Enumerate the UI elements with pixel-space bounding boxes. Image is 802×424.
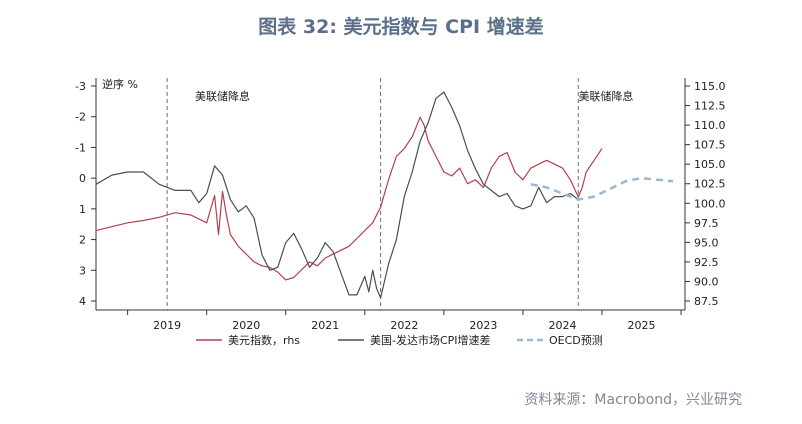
chart-title: 图表 32: 美元指数与 CPI 增速差 (258, 16, 544, 38)
annotation: 美联储降息 (195, 89, 250, 103)
series-line-1 (95, 91, 579, 299)
left-tick-label: 3 (79, 264, 86, 277)
right-tick-label: 110.0 (694, 119, 726, 132)
right-tick-label: 107.5 (694, 139, 726, 152)
x-tick-label: 2021 (311, 319, 339, 332)
series-line-0 (95, 116, 603, 281)
x-tick-label: 2022 (390, 319, 418, 332)
left-tick-label: -2 (75, 111, 86, 124)
right-tick-label: 102.5 (694, 178, 726, 191)
right-tick-label: 100.0 (694, 197, 726, 210)
x-tick-label: 2019 (153, 319, 181, 332)
right-tick-label: 87.5 (694, 295, 719, 308)
left-tick-label: 0 (79, 172, 86, 185)
annotation: 美联储降息 (578, 89, 633, 103)
right-tick-label: 112.5 (694, 100, 726, 113)
left-tick-label: 1 (79, 203, 86, 216)
left-axis-label: 逆序 % (102, 77, 138, 91)
left-tick-label: -1 (75, 141, 86, 154)
right-tick-label: 115.0 (694, 80, 726, 93)
x-tick-label: 2020 (232, 319, 260, 332)
left-tick-label: -3 (75, 80, 86, 93)
series-line-2 (530, 176, 674, 201)
right-tick-label: 105.0 (694, 158, 726, 171)
legend-label-0: 美元指数，rhs (228, 333, 300, 347)
x-tick-label: 2025 (628, 319, 656, 332)
x-tick-label: 2024 (548, 319, 576, 332)
right-tick-label: 97.5 (694, 217, 719, 230)
source-note: 资料来源：Macrobond，兴业研究 (524, 392, 742, 408)
legend-label-2: OECD预测 (549, 334, 603, 347)
right-tick-label: 92.5 (694, 256, 719, 269)
left-tick-label: 2 (79, 234, 86, 247)
left-tick-label: 4 (79, 295, 86, 308)
right-tick-label: 90.0 (694, 275, 719, 288)
legend-label-1: 美国-发达市场CPI增速差 (370, 333, 491, 347)
x-tick-label: 2023 (469, 319, 497, 332)
right-tick-label: 95.0 (694, 236, 719, 249)
